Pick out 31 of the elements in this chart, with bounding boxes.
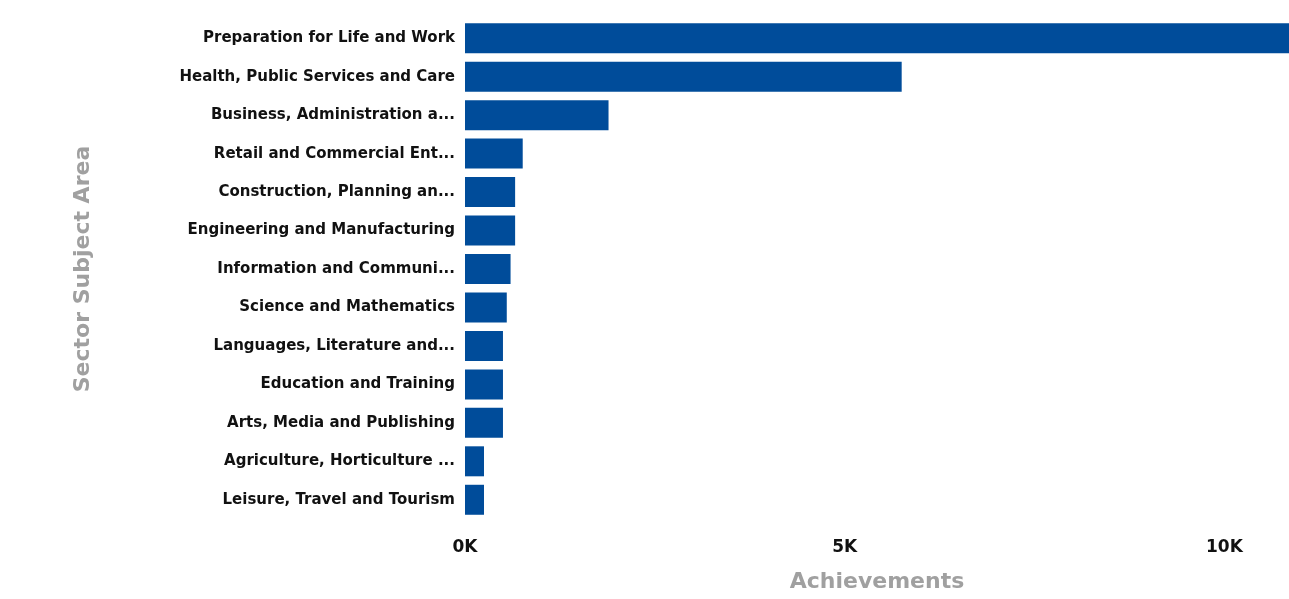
y-tick-label: Preparation for Life and Work <box>203 28 457 47</box>
bar <box>465 23 1289 54</box>
y-tick-label: Information and Communi... <box>217 258 455 277</box>
x-tick-label: 5K <box>832 535 859 556</box>
bar <box>465 100 609 131</box>
bar <box>465 254 511 284</box>
x-axis-title: Achievements <box>789 567 965 593</box>
y-tick-label: Arts, Media and Publishing <box>227 412 455 431</box>
bar <box>465 215 516 246</box>
bar <box>465 330 503 361</box>
y-tick-label: Health, Public Services and Care <box>179 66 455 85</box>
x-tick-label: 10K <box>1206 535 1244 556</box>
y-tick-label: Engineering and Manufacturing <box>187 220 455 239</box>
bar <box>465 446 484 477</box>
y-tick-label: Business, Administration a... <box>210 105 455 124</box>
y-tick-label: Retail and Commercial Ent... <box>213 143 455 162</box>
bar <box>465 292 507 323</box>
y-tick-label: Education and Training <box>260 374 455 393</box>
bar <box>465 484 484 515</box>
bar <box>465 61 902 92</box>
y-tick-label: Science and Mathematics <box>239 297 456 316</box>
bar <box>465 177 516 208</box>
bar <box>465 369 503 400</box>
y-axis-title: Sector Subject Area <box>68 145 94 393</box>
y-tick-label: Construction, Planning an... <box>218 181 455 200</box>
y-tick-label: Languages, Literature and... <box>213 335 455 354</box>
bar <box>465 138 523 169</box>
bar <box>465 407 503 438</box>
x-tick-label: 0K <box>452 535 479 556</box>
y-tick-label: Agriculture, Horticulture ... <box>224 451 455 470</box>
y-tick-label: Leisure, Travel and Tourism <box>222 489 455 508</box>
